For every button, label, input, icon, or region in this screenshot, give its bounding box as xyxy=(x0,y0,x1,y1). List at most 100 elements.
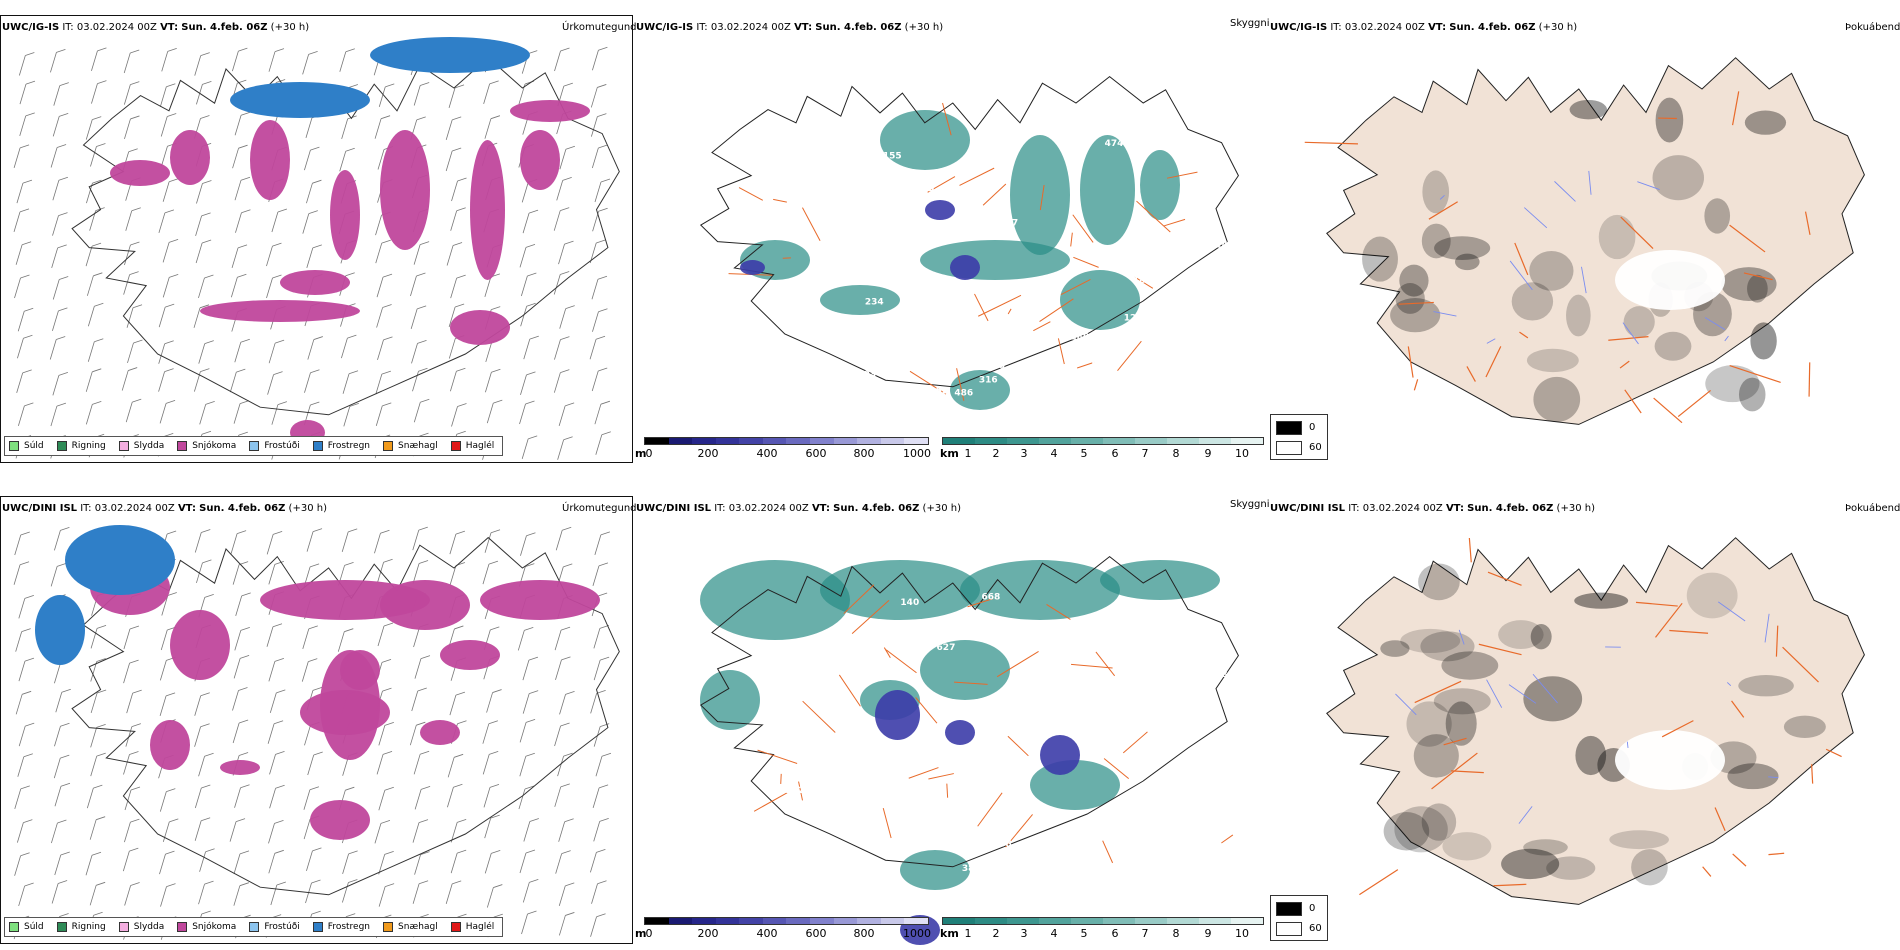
wind-barb-flag xyxy=(240,784,250,789)
wind-barb xyxy=(410,275,417,297)
low-visibility-area xyxy=(820,285,900,315)
wind-barb xyxy=(593,628,601,649)
wind-barb-flag xyxy=(419,914,429,918)
wind-barb-flag xyxy=(96,881,106,886)
low-visibility-area xyxy=(1080,135,1135,245)
fog-indicator-area xyxy=(1413,734,1459,778)
wind-barb-flag xyxy=(491,306,501,311)
road xyxy=(967,598,994,608)
wind-barb xyxy=(18,55,26,76)
fog-indicator-area xyxy=(1394,806,1448,853)
wind-barb xyxy=(194,55,202,76)
wind-barb-flag xyxy=(164,433,174,437)
wind-barb xyxy=(51,822,58,844)
visibility-value-label: 346 xyxy=(1076,887,1095,897)
wind-barb xyxy=(558,244,565,265)
fog-indicator-area xyxy=(1445,701,1477,746)
fog-indicator-area xyxy=(1529,251,1574,291)
wind-barb-flag xyxy=(598,144,608,149)
wind-barb-flag xyxy=(311,879,321,884)
visibility-value-label: 376 xyxy=(1087,364,1106,374)
visibility-value-label: 209 xyxy=(973,339,992,349)
wind-barb-flag xyxy=(381,658,392,663)
wind-barb-flag xyxy=(526,302,536,307)
wind-barb xyxy=(271,211,279,233)
wind-barb xyxy=(414,658,422,679)
road xyxy=(1046,604,1071,620)
wind-barb xyxy=(15,631,23,652)
colorbar-tick: 3 xyxy=(1020,447,1028,460)
wind-barb-flag xyxy=(312,179,322,184)
fog-indicator-area xyxy=(1705,365,1760,403)
wind-barb xyxy=(162,821,170,843)
river xyxy=(1588,170,1592,195)
road xyxy=(1007,735,1029,757)
wind-barb xyxy=(377,339,384,361)
panel-title-precip-top: Úrkomutegund xyxy=(562,22,637,33)
wind-barb-flag xyxy=(56,336,66,340)
wind-barb-flag xyxy=(565,402,575,407)
road xyxy=(1070,232,1073,247)
wind-barb xyxy=(592,787,600,809)
fog-indicator-area xyxy=(1655,97,1684,143)
wind-barb-flag xyxy=(596,849,606,853)
road xyxy=(1095,651,1116,677)
wind-barb-flag xyxy=(97,80,107,85)
wind-barb xyxy=(54,530,61,551)
road xyxy=(1468,537,1472,563)
wind-barb-flag xyxy=(345,786,355,791)
wind-barb xyxy=(519,756,527,777)
wind-barb-flag xyxy=(94,302,104,307)
snowfall-area xyxy=(510,100,590,122)
visibility-value-label: 880 xyxy=(986,362,1005,372)
road xyxy=(1729,224,1766,253)
wind-barb xyxy=(554,339,561,360)
wind-barb xyxy=(589,242,597,264)
wind-barb-flag xyxy=(200,368,210,373)
wind-barb xyxy=(230,533,238,554)
wind-barb-flag xyxy=(529,879,539,883)
wind-barb-flag xyxy=(489,80,499,85)
road xyxy=(1039,298,1074,322)
fog-indicator-area xyxy=(1609,830,1669,850)
wind-barb-flag xyxy=(493,399,503,404)
wind-barb-flag xyxy=(96,624,107,629)
wind-barb-flag xyxy=(598,46,608,51)
river xyxy=(1486,338,1496,344)
wind-barb-flag xyxy=(598,308,608,313)
wind-barb-flag xyxy=(526,371,536,376)
wind-barb xyxy=(268,564,276,585)
wind-barb-flag xyxy=(345,147,355,152)
wind-barb xyxy=(485,341,493,363)
wind-barb-flag xyxy=(202,559,212,564)
wind-barb-flag xyxy=(97,689,107,694)
wind-barb-flag xyxy=(597,880,607,885)
wind-barb-flag xyxy=(561,656,571,661)
visibility-value-label: 394 xyxy=(1157,774,1176,784)
snowfall-area xyxy=(450,310,510,345)
wind-barb-flag xyxy=(93,272,103,277)
visibility-map-layer: 952 880 397 236 142 141 316 797 868 929 964 226 486 1… xyxy=(699,75,1239,428)
road xyxy=(773,198,787,203)
legend-item-rigning: Rigning xyxy=(56,922,106,932)
wind-barb xyxy=(124,118,131,140)
wind-barb-flag xyxy=(565,690,575,695)
wind-barb-flag xyxy=(238,144,248,149)
wind-barb xyxy=(50,405,58,427)
wind-barb xyxy=(451,180,458,202)
wind-barb-flag xyxy=(418,880,429,885)
fog-indicator-area xyxy=(1574,592,1629,609)
wind-barb xyxy=(266,277,273,299)
visibility-value-label: 627 xyxy=(937,643,956,653)
wind-barb-flag xyxy=(600,178,611,183)
wind-barb xyxy=(303,818,311,840)
wind-barb-flag xyxy=(524,627,534,631)
legend-item-snaehagl: Snæhagl xyxy=(383,441,438,451)
wind-barb-flag xyxy=(597,275,608,280)
fog-indicator-area xyxy=(1422,170,1450,214)
colorbar-meters-strip xyxy=(644,917,929,925)
road xyxy=(1060,278,1091,295)
freezing-rain-area xyxy=(230,82,370,118)
wind-barb xyxy=(17,405,25,426)
road xyxy=(1811,764,1814,784)
